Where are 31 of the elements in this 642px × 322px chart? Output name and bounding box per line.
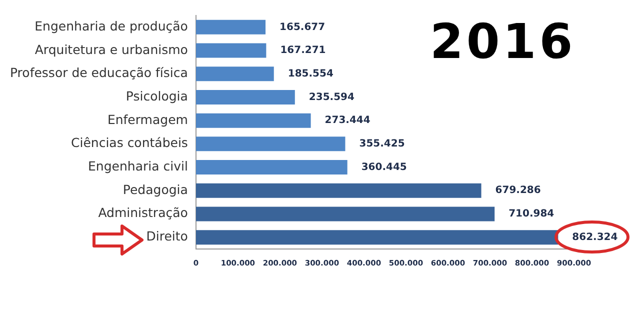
bar	[196, 230, 558, 245]
y-tick-label: Professor de educação física	[10, 65, 188, 80]
y-tick-label: Administração	[98, 205, 188, 220]
data-label: 679.286	[495, 185, 541, 196]
data-label: 167.271	[280, 45, 326, 56]
data-label: 185.554	[288, 68, 334, 80]
bar	[196, 66, 274, 82]
data-label: 360.445	[361, 162, 407, 173]
y-tick-label: Engenharia civil	[88, 158, 188, 174]
y-tick-label: Direito	[146, 228, 188, 244]
y-tick-label: Arquitetura e urbanismo	[34, 42, 188, 57]
data-label: 235.594	[308, 92, 354, 103]
data-label: 710.984	[508, 208, 554, 220]
y-tick-label: Enfermagem	[107, 112, 188, 127]
bar	[196, 206, 495, 222]
y-tick-label: Ciências contábeis	[71, 135, 188, 150]
data-label: 165.677	[280, 22, 326, 33]
bar	[196, 183, 482, 198]
data-label: 273.444	[324, 115, 370, 126]
bar	[196, 20, 266, 34]
y-tick-label: Engenharia de produção	[34, 18, 188, 34]
y-tick-label: Pedagogia	[122, 182, 188, 197]
data-label: 355.425	[359, 138, 405, 150]
bar	[196, 160, 348, 175]
data-label: 862.324	[572, 232, 618, 243]
bar	[196, 136, 346, 152]
chart-title: 2016	[430, 14, 576, 70]
bar	[196, 43, 266, 58]
bar	[196, 113, 311, 128]
bar	[196, 90, 295, 104]
y-tick-label: Psicologia	[126, 88, 188, 104]
